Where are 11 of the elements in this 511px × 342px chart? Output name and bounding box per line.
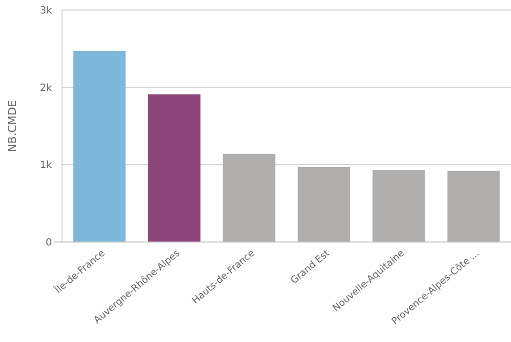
bar xyxy=(298,166,350,242)
y-axis-title: NB.CMDE xyxy=(6,100,19,152)
bar xyxy=(148,94,200,242)
bar xyxy=(73,50,126,242)
y-tick-label: 1k xyxy=(40,160,52,172)
y-tick-label: 2k xyxy=(40,82,52,94)
bar xyxy=(447,170,500,242)
bar xyxy=(372,170,425,242)
bar xyxy=(222,154,276,242)
y-tick-label: 3k xyxy=(40,6,52,16)
y-tick-label: 0 xyxy=(46,238,52,248)
